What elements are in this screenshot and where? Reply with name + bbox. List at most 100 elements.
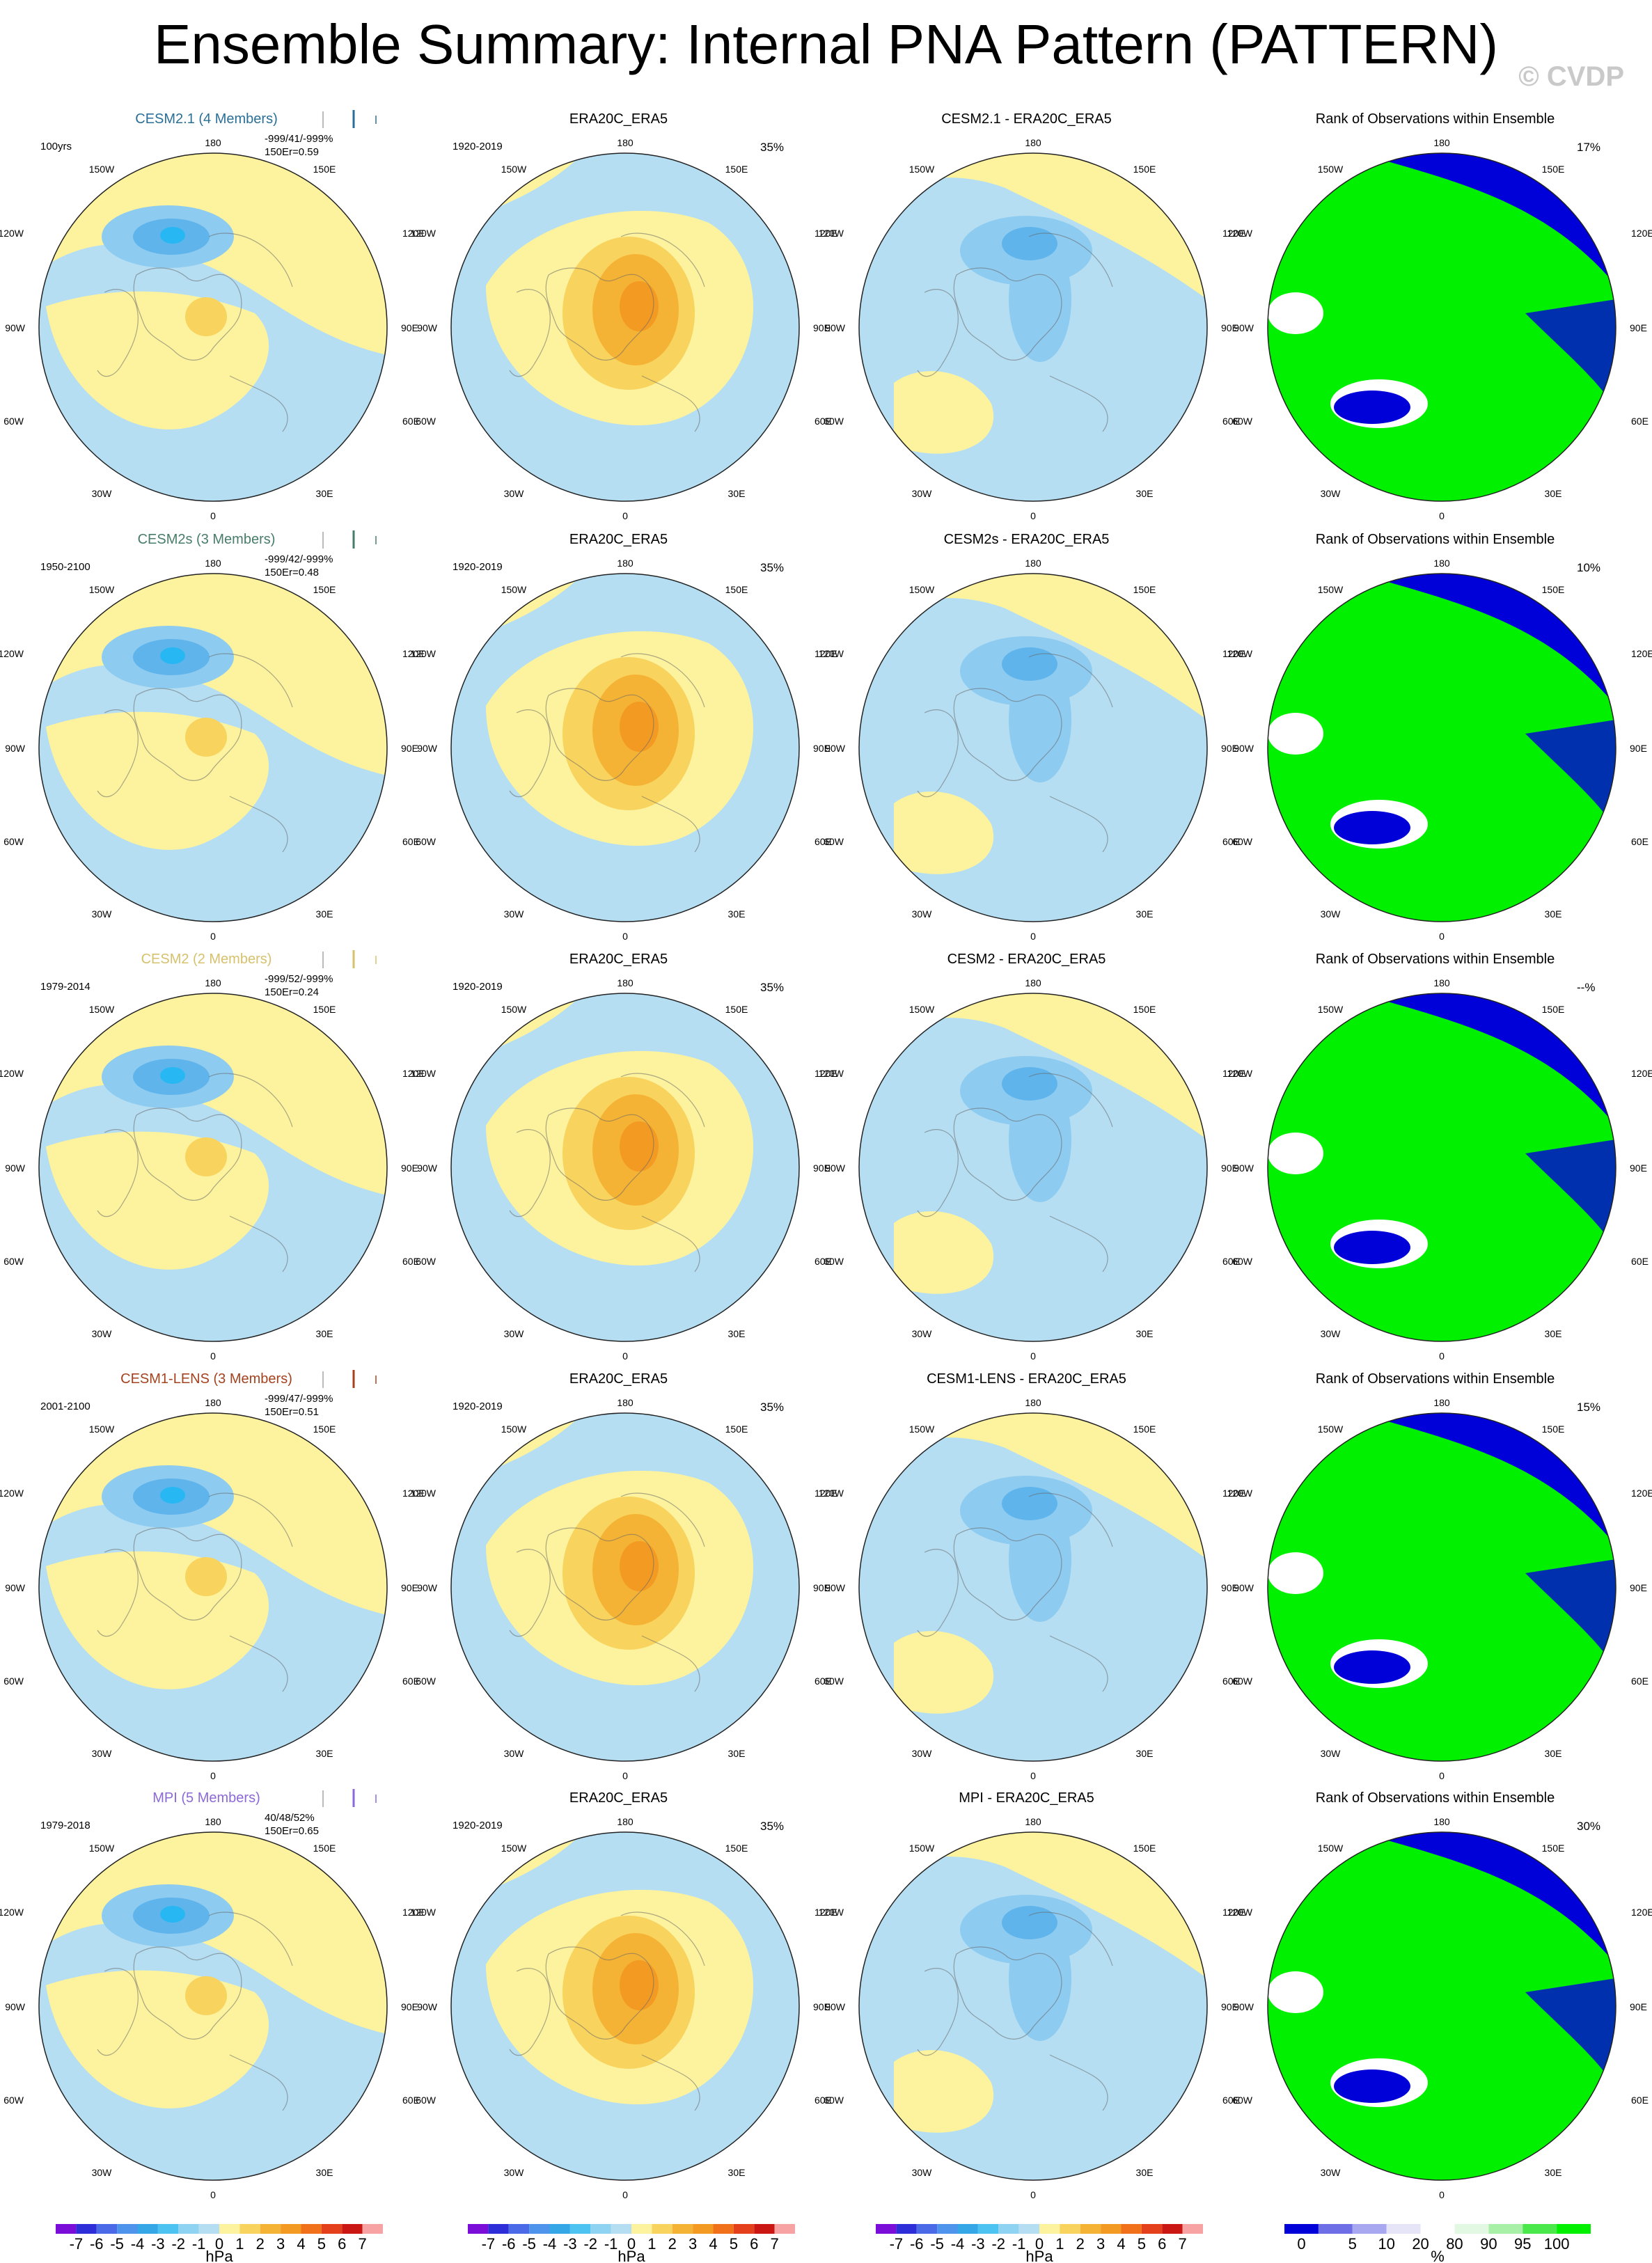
colorbar-swatch bbox=[281, 2224, 301, 2234]
panel-percent: 35% bbox=[760, 1820, 785, 1833]
lon-label-l1: 150W bbox=[1318, 164, 1344, 175]
lon-label-bottom: 0 bbox=[622, 931, 628, 942]
positive-field bbox=[894, 791, 994, 874]
lon-label-r4: 60E bbox=[402, 1675, 420, 1687]
lon-label-l4: 60W bbox=[416, 1256, 436, 1267]
lon-label-l2: 120W bbox=[410, 1068, 436, 1079]
lon-label-r3: 90E bbox=[813, 2001, 831, 2012]
panel-obs-row-4: 180 0 150W 120W 90W 60W 30W 150E 120E 90E 60E 30E ER… bbox=[410, 1364, 837, 1782]
lon-label-r1: 150E bbox=[313, 584, 336, 595]
colorbar-swatch bbox=[1018, 2224, 1039, 2234]
colorbar-tick-label: -3 bbox=[151, 2235, 165, 2253]
panel-rank-row-5: 180 0 150W 120W 90W 60W 30W 150E 120E 90E 60E 30E Ra… bbox=[1227, 1783, 1652, 2201]
lon-label-r3: 90E bbox=[1221, 1582, 1238, 1593]
stats-line-2: 150Er=0.65 bbox=[265, 1824, 319, 1838]
lon-label-l2: 120W bbox=[818, 228, 844, 239]
lon-label-l1: 150W bbox=[909, 1843, 935, 1854]
colorbar-tick-label: -3 bbox=[563, 2235, 577, 2253]
colorbar-tick-label: 80 bbox=[1446, 2235, 1463, 2253]
map-boundary bbox=[1267, 152, 1616, 502]
lon-label-l2: 120W bbox=[1227, 1068, 1252, 1079]
map-boundary bbox=[38, 993, 388, 1342]
lon-label-r5: 30E bbox=[316, 1748, 333, 1759]
lon-label-top: 180 bbox=[1025, 1397, 1041, 1408]
map-boundary bbox=[450, 573, 800, 922]
lon-label-l2: 120W bbox=[410, 1907, 436, 1918]
colorbar-tick-label: 10 bbox=[1378, 2235, 1394, 2253]
stats-percentiles: -999/52/-999% bbox=[265, 973, 333, 985]
lon-label-r5: 30E bbox=[1545, 1748, 1562, 1759]
colorbar-tick-label: 3 bbox=[689, 2235, 697, 2253]
panel-title-obs: ERA20C_ERA5 bbox=[569, 1371, 668, 1387]
positive-contour bbox=[620, 1960, 659, 2010]
colorbar-tick-label: 4 bbox=[1117, 2235, 1125, 2253]
panel-rank-row-2: 180 0 150W 120W 90W 60W 30W 150E 120E 90E 60E 30E Ra… bbox=[1227, 525, 1652, 943]
lon-label-r3: 90E bbox=[813, 1582, 831, 1593]
lon-label-r1: 150E bbox=[1133, 1424, 1156, 1435]
lon-label-top: 180 bbox=[1433, 137, 1450, 148]
lon-label-bottom: 0 bbox=[1439, 931, 1445, 942]
lon-label-r2: 120E bbox=[1631, 1068, 1652, 1079]
panel-percent: --% bbox=[1577, 981, 1596, 994]
polar-map: 180 0 150W 120W 90W 60W 30W 150E 120E 90E 60E 30E bbox=[410, 1816, 837, 2200]
stats-percentiles: -999/42/-999% bbox=[265, 553, 333, 565]
lon-label-l5: 30W bbox=[504, 2167, 525, 2178]
stats-percentiles: -999/47/-999% bbox=[265, 1393, 333, 1405]
stats-line-2: 150Er=0.24 bbox=[265, 986, 333, 999]
colorbar-tick-label: 20 bbox=[1412, 2235, 1429, 2253]
lon-label-r4: 60E bbox=[1222, 1675, 1240, 1687]
colorbar-swatch bbox=[1182, 2224, 1203, 2234]
rank-blue-region bbox=[1525, 1140, 1616, 1251]
lon-label-l4: 60W bbox=[1232, 1675, 1253, 1687]
lon-label-r4: 60E bbox=[1631, 416, 1649, 427]
panel-title-model: CESM1-LENS (3 Members) bbox=[120, 1371, 292, 1387]
rank-blue-region bbox=[1334, 1231, 1410, 1264]
lon-label-r4: 60E bbox=[815, 1256, 832, 1267]
positive-contour bbox=[185, 1976, 227, 2015]
colorbar-swatch bbox=[219, 2224, 240, 2234]
lon-label-bottom: 0 bbox=[210, 1770, 216, 1781]
lon-label-l2: 120W bbox=[0, 228, 24, 239]
panel-title-obs: ERA20C_ERA5 bbox=[569, 952, 668, 967]
panel-title-model: MPI (5 Members) bbox=[152, 1790, 260, 1806]
rank-blue-region bbox=[1525, 1978, 1616, 2090]
lon-label-r1: 150E bbox=[313, 1843, 336, 1854]
colorbar-swatch bbox=[713, 2224, 734, 2234]
lon-label-l3: 90W bbox=[825, 743, 846, 754]
lon-label-r1: 150E bbox=[313, 1004, 336, 1015]
lon-label-l4: 60W bbox=[416, 836, 436, 847]
panel-model-row-4: 180 0 150W 120W 90W 60W 30W 150E 120E 90E 60E 30E CE… bbox=[0, 1364, 425, 1782]
map-boundary bbox=[858, 1412, 1208, 1762]
lon-label-l4: 60W bbox=[3, 2095, 24, 2106]
colorbar-swatch bbox=[198, 2224, 219, 2234]
ensemble-spread-bars bbox=[322, 1370, 377, 1388]
colorbar-tick-label: -5 bbox=[930, 2235, 944, 2253]
stats-percentiles: -999/41/-999% bbox=[265, 133, 333, 145]
lon-label-r3: 90E bbox=[1630, 743, 1647, 754]
stats-line-2: 150Er=0.48 bbox=[265, 566, 333, 579]
polar-map: 180 0 150W 120W 90W 60W 30W 150E 120E 90E 60E 30E bbox=[818, 1816, 1245, 2200]
lon-label-r1: 150E bbox=[725, 1424, 748, 1435]
lon-label-l2: 120W bbox=[0, 648, 24, 659]
panel-diff-row-4: 180 0 150W 120W 90W 60W 30W 150E 120E 90E 60E 30E CE… bbox=[818, 1364, 1245, 1782]
lon-label-l4: 60W bbox=[824, 836, 844, 847]
lon-label-l5: 30W bbox=[92, 1328, 113, 1339]
lon-label-l2: 120W bbox=[410, 648, 436, 659]
lon-label-bottom: 0 bbox=[622, 510, 628, 521]
colorbar-tick-label: -7 bbox=[482, 2235, 496, 2253]
polar-map: 180 0 150W 120W 90W 60W 30W 150E 120E 90E 60E 30E bbox=[818, 558, 1245, 942]
positive-field bbox=[894, 1631, 994, 1714]
stats-correlation: r=0.65 bbox=[289, 1825, 319, 1837]
colorbar-tick-label: 5 bbox=[1138, 2235, 1146, 2253]
lon-label-l5: 30W bbox=[504, 1748, 525, 1759]
lon-label-r2: 120E bbox=[815, 228, 837, 239]
colorbar-swatch bbox=[916, 2224, 938, 2234]
polar-map: 180 0 150W 120W 90W 60W 30W 150E 120E 90E 60E 30E bbox=[1227, 1816, 1652, 2200]
lon-label-bottom: 0 bbox=[1439, 1770, 1445, 1781]
lon-label-r3: 90E bbox=[813, 1162, 831, 1174]
map-boundary bbox=[38, 1412, 388, 1762]
colorbar-tick-label: 1 bbox=[235, 2235, 244, 2253]
lon-label-l1: 150W bbox=[909, 164, 935, 175]
lon-label-r3: 90E bbox=[1630, 2001, 1647, 2012]
lon-label-bottom: 0 bbox=[1030, 510, 1036, 521]
